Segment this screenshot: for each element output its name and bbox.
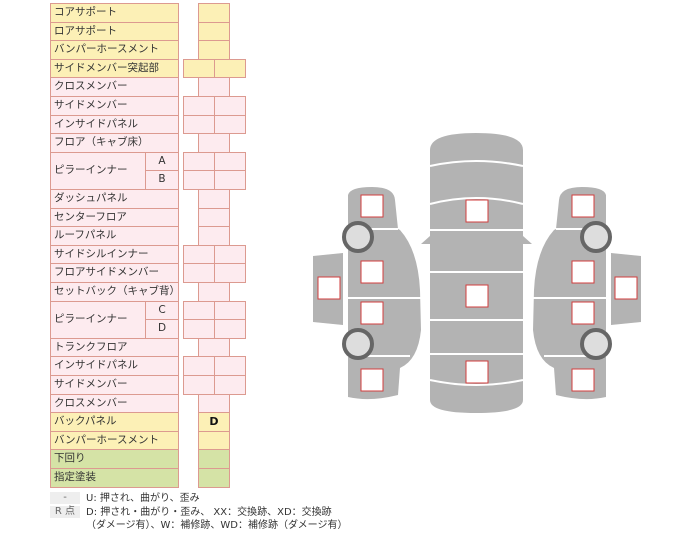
legend-key-r: R 点 [50, 506, 80, 518]
row-label: 指定塗装 [50, 468, 179, 488]
row-label: インサイドパネル [50, 114, 179, 135]
value-cell-right[interactable] [214, 263, 246, 283]
marker-center-mid [465, 284, 489, 308]
row-label: バンパーホースメント [50, 40, 179, 60]
marker-right-mid2 [571, 301, 595, 325]
marker-center-front [465, 199, 489, 223]
value-cell-right[interactable] [214, 114, 246, 135]
marker-left-mid1 [360, 260, 384, 284]
row-label: ピラーインナー [50, 300, 146, 339]
marker-right-door [614, 276, 638, 300]
legend-text-u: U: 押され、曲がり、歪み [86, 493, 200, 504]
wheel-icon [342, 221, 374, 253]
car-left-side [348, 187, 421, 400]
row-label: フロア（キャブ床） [50, 133, 179, 153]
row-label: サイドメンバー [50, 96, 179, 116]
row-sublabel: A [145, 151, 179, 172]
row-label: サイドメンバー突起部 [50, 58, 179, 79]
row-label: センターフロア [50, 207, 179, 228]
marker-left-door [317, 276, 341, 300]
panel-lines [348, 160, 606, 386]
row-label: クロスメンバー [50, 77, 179, 97]
row-label: ピラーインナー [50, 151, 146, 190]
value-cell-right[interactable] [214, 319, 246, 339]
marker-right-rear [571, 368, 595, 392]
value-cell-right[interactable] [214, 58, 246, 79]
marker-left-rear [360, 368, 384, 392]
marker-left-mid2 [360, 301, 384, 325]
legend-text-w: （ダメージ有）、W：補修跡、WD：補修跡（ダメージ有） [86, 520, 348, 531]
marker-right-mid1 [571, 260, 595, 284]
value-cell[interactable] [198, 468, 230, 488]
row-label: 下回り [50, 449, 179, 469]
value-cell-right[interactable] [214, 170, 246, 190]
damage-markers [317, 194, 638, 392]
row-sublabel: C [145, 300, 179, 321]
legend-key-dash: - [50, 492, 80, 504]
row-label: バンパーホースメント [50, 430, 179, 451]
wheels [342, 221, 612, 360]
marker-left-front [360, 194, 384, 218]
legend-text-d: D: 押され・曲がり・歪み、 XX：交換跡、XD：交換跡 [86, 507, 332, 518]
car-right-side [533, 187, 606, 400]
wheel-icon [580, 328, 612, 360]
row-label: サイドシルインナー [50, 244, 179, 265]
wheel-icon [342, 328, 374, 360]
wheel-icon [580, 221, 612, 253]
row-label: バックパネル [50, 412, 179, 432]
marker-right-front [571, 194, 595, 218]
row-label: フロアサイドメンバー [50, 263, 179, 283]
marker-center-rear [465, 360, 489, 384]
value-cell-right[interactable] [214, 375, 246, 395]
row-label: クロスメンバー [50, 393, 179, 414]
